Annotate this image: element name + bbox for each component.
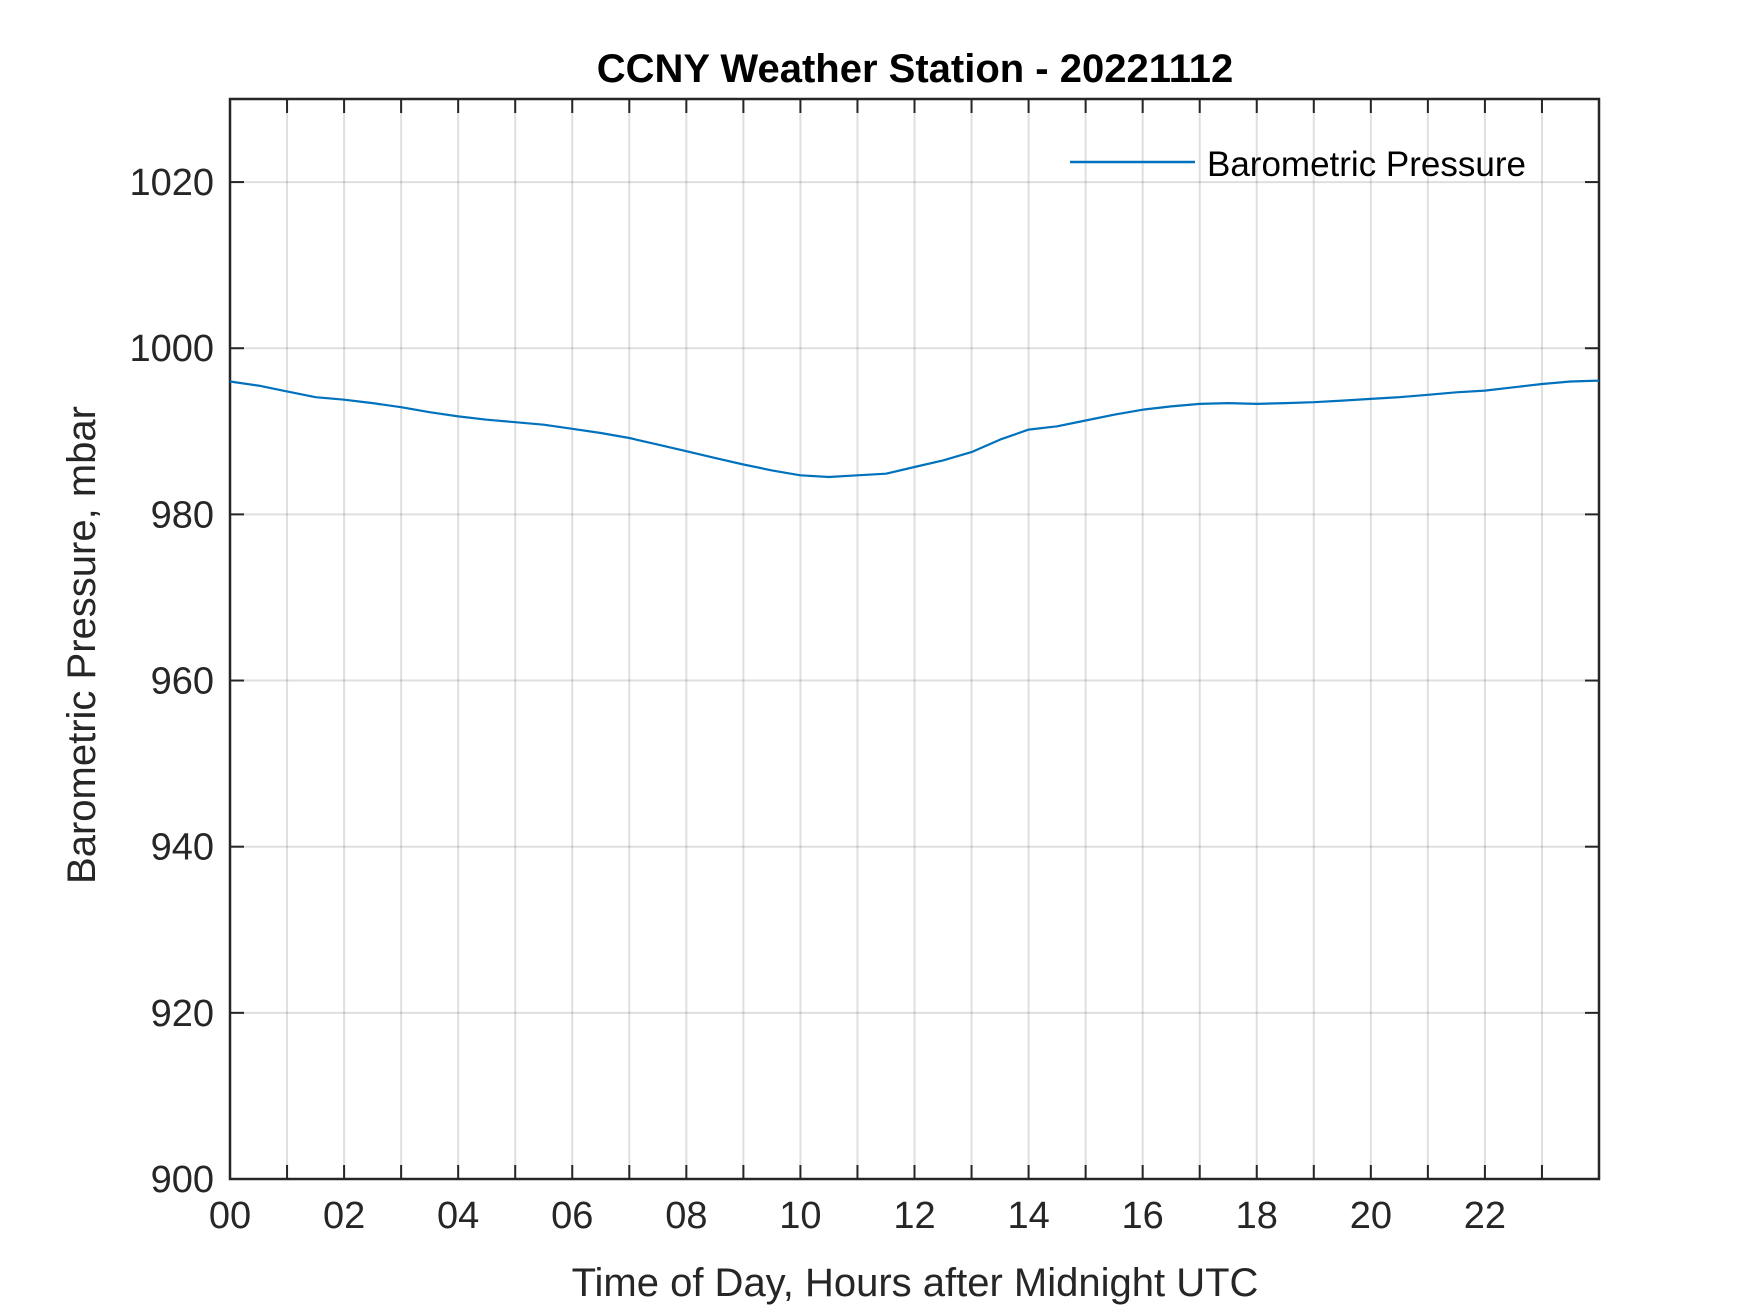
legend-label: Barometric Pressure xyxy=(1207,145,1526,184)
legend: Barometric Pressure xyxy=(1070,145,1526,184)
x-tick-label: 08 xyxy=(665,1195,707,1237)
x-tick-label: 00 xyxy=(209,1195,251,1237)
series-layer xyxy=(229,379,1600,479)
x-tick-label: 14 xyxy=(1007,1195,1049,1237)
x-tick-label: 16 xyxy=(1122,1195,1164,1237)
axes: 00 02 04 06 08 10 12 14 16 18 20 22 900 920 940 960 980 1… xyxy=(129,97,1601,1237)
series-line xyxy=(229,379,1600,479)
chart-title: CCNY Weather Station - 20221112 xyxy=(597,47,1234,91)
y-tick-label: 940 xyxy=(151,827,214,869)
y-tick-label: 920 xyxy=(151,993,214,1035)
x-tick-label: 10 xyxy=(779,1195,821,1237)
x-tick-label: 20 xyxy=(1350,1195,1392,1237)
x-tick-label: 18 xyxy=(1236,1195,1278,1237)
x-tick-label: 04 xyxy=(437,1195,479,1237)
y-tick-label: 900 xyxy=(151,1159,214,1201)
y-tick-label: 1020 xyxy=(129,162,214,204)
x-tick-label: 06 xyxy=(551,1195,593,1237)
x-tick-label: 12 xyxy=(893,1195,935,1237)
y-axis-label: Barometric Pressure, mbar xyxy=(60,406,104,884)
x-axis-label: Time of Day, Hours after Midnight UTC xyxy=(572,1261,1259,1305)
y-tick-label: 980 xyxy=(151,494,214,536)
grid-lines xyxy=(230,99,1599,1179)
x-tick-label: 22 xyxy=(1464,1195,1506,1237)
x-tick-label: 02 xyxy=(323,1195,365,1237)
y-tick-label: 1000 xyxy=(129,328,214,370)
y-tick-label: 960 xyxy=(151,661,214,703)
